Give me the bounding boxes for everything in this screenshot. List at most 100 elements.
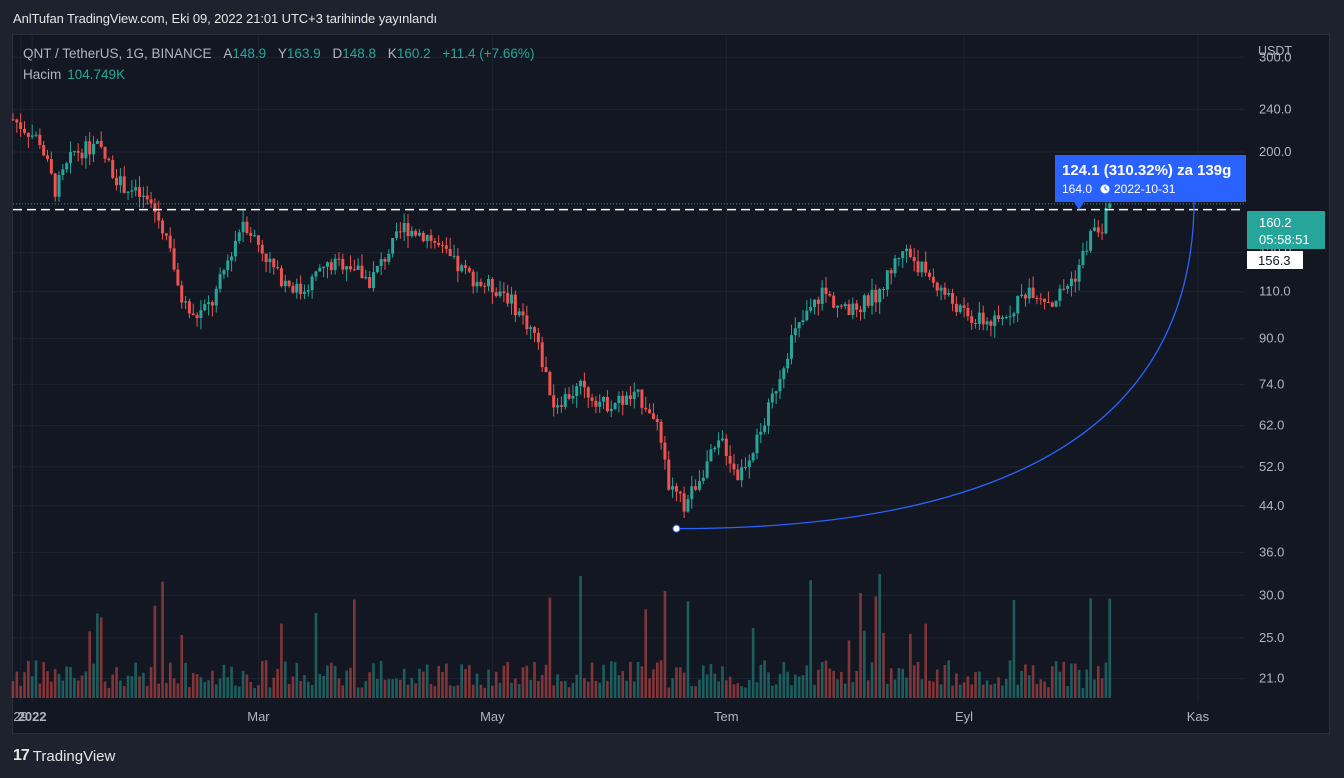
volume-bar xyxy=(230,666,233,698)
candle-body xyxy=(19,122,23,129)
candle-body xyxy=(928,272,932,277)
volume-bar xyxy=(878,574,881,698)
volume-bar xyxy=(747,680,751,698)
candle-body xyxy=(149,199,153,204)
volume-bar xyxy=(606,680,609,698)
volume-bar xyxy=(341,685,345,698)
candle-body xyxy=(245,221,249,233)
candle-body xyxy=(878,289,882,303)
volume-bar xyxy=(1039,679,1043,698)
candle-body xyxy=(897,258,901,260)
volume-bar xyxy=(498,682,502,698)
volume-bar xyxy=(602,664,605,698)
candle-body xyxy=(1023,294,1027,299)
candle-body xyxy=(61,169,65,176)
volume-bar xyxy=(153,605,157,698)
candle-body xyxy=(218,274,222,289)
price-tick-label: 240.0 xyxy=(1259,101,1292,116)
candle-body xyxy=(705,461,709,478)
candle-body xyxy=(521,311,525,316)
volume-bar xyxy=(303,675,306,698)
volume-bar xyxy=(778,674,782,698)
candle-body xyxy=(782,368,786,379)
candle-body xyxy=(42,145,46,156)
candle-body xyxy=(406,223,410,237)
candle-body xyxy=(851,303,855,316)
candle-body xyxy=(667,459,671,490)
volume-bar xyxy=(717,681,720,698)
volume-bar xyxy=(280,623,283,698)
candle-body xyxy=(912,257,916,262)
candle-body xyxy=(893,258,897,274)
candle-body xyxy=(552,395,556,408)
candle-body xyxy=(901,251,905,259)
candle-body xyxy=(191,313,195,315)
volume-bar xyxy=(590,662,594,698)
volume-bar xyxy=(763,660,766,698)
candle-body xyxy=(732,463,736,470)
candle-body xyxy=(575,386,579,396)
candle-body xyxy=(256,235,260,245)
candle-body xyxy=(720,438,724,441)
volume-bar xyxy=(433,686,437,698)
candle-body xyxy=(23,128,27,133)
candle-body xyxy=(487,278,491,287)
volume-bar xyxy=(218,678,222,698)
candle-body xyxy=(333,258,337,271)
candle-body xyxy=(567,394,571,399)
volume-bar xyxy=(502,665,506,698)
candle-body xyxy=(118,176,122,186)
volume-bar xyxy=(395,678,398,698)
volume-bar xyxy=(318,674,322,698)
candle-body xyxy=(556,405,560,408)
volume-bar xyxy=(1008,660,1012,698)
candle-body xyxy=(237,232,241,241)
volume-bar xyxy=(168,662,172,698)
volume-bar xyxy=(705,674,709,698)
volume-bar xyxy=(851,682,855,698)
volume-bar xyxy=(291,676,295,698)
measure-callout[interactable]: 124.1 (310.32%) za 139g 164.0 2022-10-31 xyxy=(1055,155,1246,210)
volume-bar xyxy=(809,580,812,698)
candle-body xyxy=(34,134,38,136)
footer-brand[interactable]: 17 TradingView xyxy=(13,747,115,765)
close-label: K xyxy=(387,46,397,61)
volume-bar xyxy=(613,662,617,698)
measure-curve xyxy=(676,198,1195,530)
high-value: 163.9 xyxy=(286,46,321,61)
candle-body xyxy=(981,312,985,325)
change-value: +11.4 (+7.66%) xyxy=(442,46,535,61)
volume-bar xyxy=(203,682,207,698)
candle-body xyxy=(617,395,621,403)
candle-body xyxy=(164,233,168,236)
volume-bar xyxy=(283,661,287,698)
volume-bar xyxy=(34,660,38,698)
volume-bar xyxy=(241,670,245,698)
volume-bar xyxy=(782,661,786,698)
volume-bar xyxy=(468,665,471,698)
candle-body xyxy=(475,281,479,287)
volume-bar xyxy=(491,685,494,698)
volume-bar xyxy=(951,685,954,698)
volume-bar xyxy=(360,687,364,698)
candle-body xyxy=(625,395,629,405)
volume-bar xyxy=(790,685,793,698)
volume-bar xyxy=(828,668,832,698)
volume-bar xyxy=(483,687,486,698)
volume-bar xyxy=(399,679,402,698)
candle-body xyxy=(92,143,96,155)
candle-body xyxy=(138,187,142,197)
volume-bar xyxy=(912,665,916,698)
candle-body xyxy=(935,282,939,291)
volume-bar xyxy=(61,680,65,698)
volume-bar xyxy=(1001,685,1004,698)
volume-bar xyxy=(771,685,774,698)
volume-bar xyxy=(471,684,475,698)
volume-bar xyxy=(955,673,958,698)
volume-bar xyxy=(736,683,740,698)
candle-body xyxy=(1020,294,1024,296)
candle-body xyxy=(260,244,264,254)
volume-bar xyxy=(859,592,862,698)
volume-bar xyxy=(728,676,732,698)
